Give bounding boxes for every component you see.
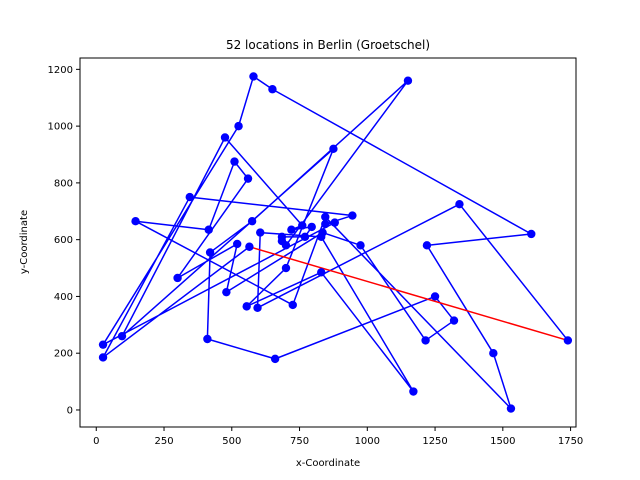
y-tick-label: 0: [67, 405, 73, 416]
location-point: [300, 232, 310, 242]
location-point: [256, 228, 265, 237]
x-tick-label: 1000: [355, 436, 380, 447]
location-point: [233, 239, 242, 249]
location-point: [204, 225, 213, 234]
location-point: [222, 287, 231, 297]
location-point: [281, 263, 291, 273]
location-point: [422, 241, 432, 250]
location-point: [249, 72, 258, 81]
location-point: [298, 221, 307, 230]
location-point: [98, 353, 108, 362]
location-point: [403, 76, 413, 85]
y-tick-label: 200: [54, 349, 73, 360]
location-point: [245, 242, 254, 251]
location-point: [203, 334, 212, 344]
location-point: [307, 222, 316, 232]
y-tick-label: 1200: [48, 65, 73, 76]
closing-edge-line: [249, 246, 569, 342]
location-point: [253, 303, 262, 312]
location-point: [270, 354, 280, 364]
plot-layer: [98, 72, 573, 413]
x-tick-label: 750: [290, 436, 309, 447]
location-point: [506, 404, 516, 413]
location-point: [268, 85, 277, 94]
location-point: [527, 229, 536, 239]
y-tick-label: 600: [54, 235, 73, 246]
location-point: [242, 302, 251, 311]
location-point: [98, 340, 108, 349]
y-tick-label: 800: [54, 178, 73, 189]
location-point: [430, 292, 440, 301]
location-point: [117, 331, 127, 341]
location-point: [321, 212, 330, 222]
x-axis-label: x-Coordinate: [296, 458, 360, 469]
location-point: [409, 387, 418, 396]
location-point: [321, 219, 330, 229]
location-point: [205, 248, 215, 257]
location-point: [348, 211, 357, 220]
location-point: [317, 232, 326, 242]
location-point: [230, 157, 239, 166]
location-point: [234, 121, 243, 131]
location-point: [247, 217, 257, 226]
location-point: [288, 300, 297, 310]
y-axis-label: y-Coordinate: [19, 210, 30, 274]
location-point: [317, 268, 326, 277]
location-point: [563, 336, 573, 345]
location-point: [356, 241, 365, 250]
plot-frame: [79, 57, 577, 428]
location-point: [220, 133, 230, 142]
x-tick-label: 1750: [558, 436, 583, 447]
location-point: [277, 232, 287, 242]
location-point: [173, 273, 182, 283]
location-point: [131, 217, 140, 226]
location-point: [455, 199, 464, 209]
location-point: [489, 349, 498, 358]
y-tick-label: 1000: [48, 122, 73, 133]
ticks-layer: 0 250 500 750 1000 1250 1500 1750 0 200 400 600 800 1…: [48, 65, 584, 447]
x-tick-label: 1250: [422, 436, 447, 447]
location-point: [287, 225, 296, 234]
x-tick-label: 250: [154, 436, 173, 447]
x-tick-label: 500: [222, 436, 241, 447]
tour-line: [102, 75, 569, 410]
location-point: [421, 336, 430, 345]
chart-title: 52 locations in Berlin (Groetschel): [226, 38, 430, 52]
location-point: [330, 218, 339, 227]
x-tick-label: 1500: [490, 436, 515, 447]
location-point: [329, 144, 338, 154]
location-point: [243, 174, 253, 183]
x-tick-label: 0: [93, 436, 99, 447]
location-point: [185, 192, 194, 202]
location-point: [449, 316, 459, 325]
y-tick-label: 400: [54, 292, 73, 303]
